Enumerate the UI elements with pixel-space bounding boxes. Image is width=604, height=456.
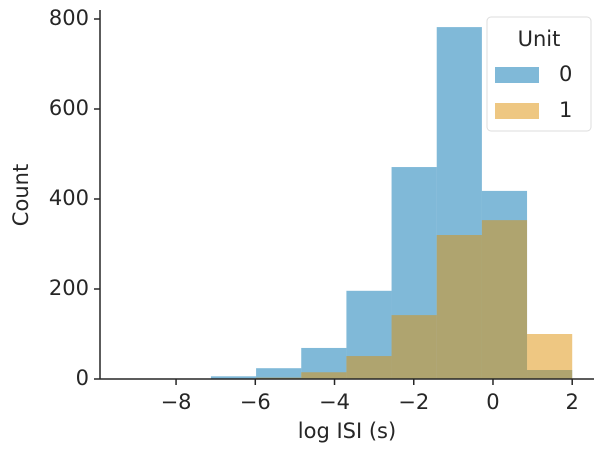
y-axis-label: Count [9, 164, 33, 226]
x-tick-label: 2 [566, 390, 579, 414]
x-tick-label: −8 [161, 390, 192, 414]
legend-swatch [495, 103, 539, 119]
bar [481, 220, 528, 379]
legend-label: 0 [559, 62, 572, 86]
legend-title: Unit [518, 27, 561, 51]
bar [346, 356, 392, 379]
x-tick-label: −4 [319, 390, 350, 414]
x-axis-label: log ISI (s) [298, 419, 396, 443]
y-tick-label: 200 [49, 276, 89, 300]
x-tick-label: −2 [398, 390, 429, 414]
bar [256, 368, 302, 379]
y-tick-label: 0 [76, 366, 89, 390]
x-tick-label: −6 [240, 390, 271, 414]
bar [391, 315, 437, 379]
bar [436, 235, 482, 379]
y-tick-label: 400 [49, 186, 89, 210]
y-tick-label: 800 [49, 6, 89, 30]
legend: Unit 0 1 [486, 16, 592, 132]
y-tick-label: 600 [49, 96, 89, 120]
x-tick-label: 0 [486, 390, 499, 414]
legend-swatch [495, 67, 539, 83]
legend-label: 1 [559, 98, 572, 122]
bar [527, 334, 573, 379]
bar [210, 376, 257, 379]
bar [301, 372, 347, 379]
